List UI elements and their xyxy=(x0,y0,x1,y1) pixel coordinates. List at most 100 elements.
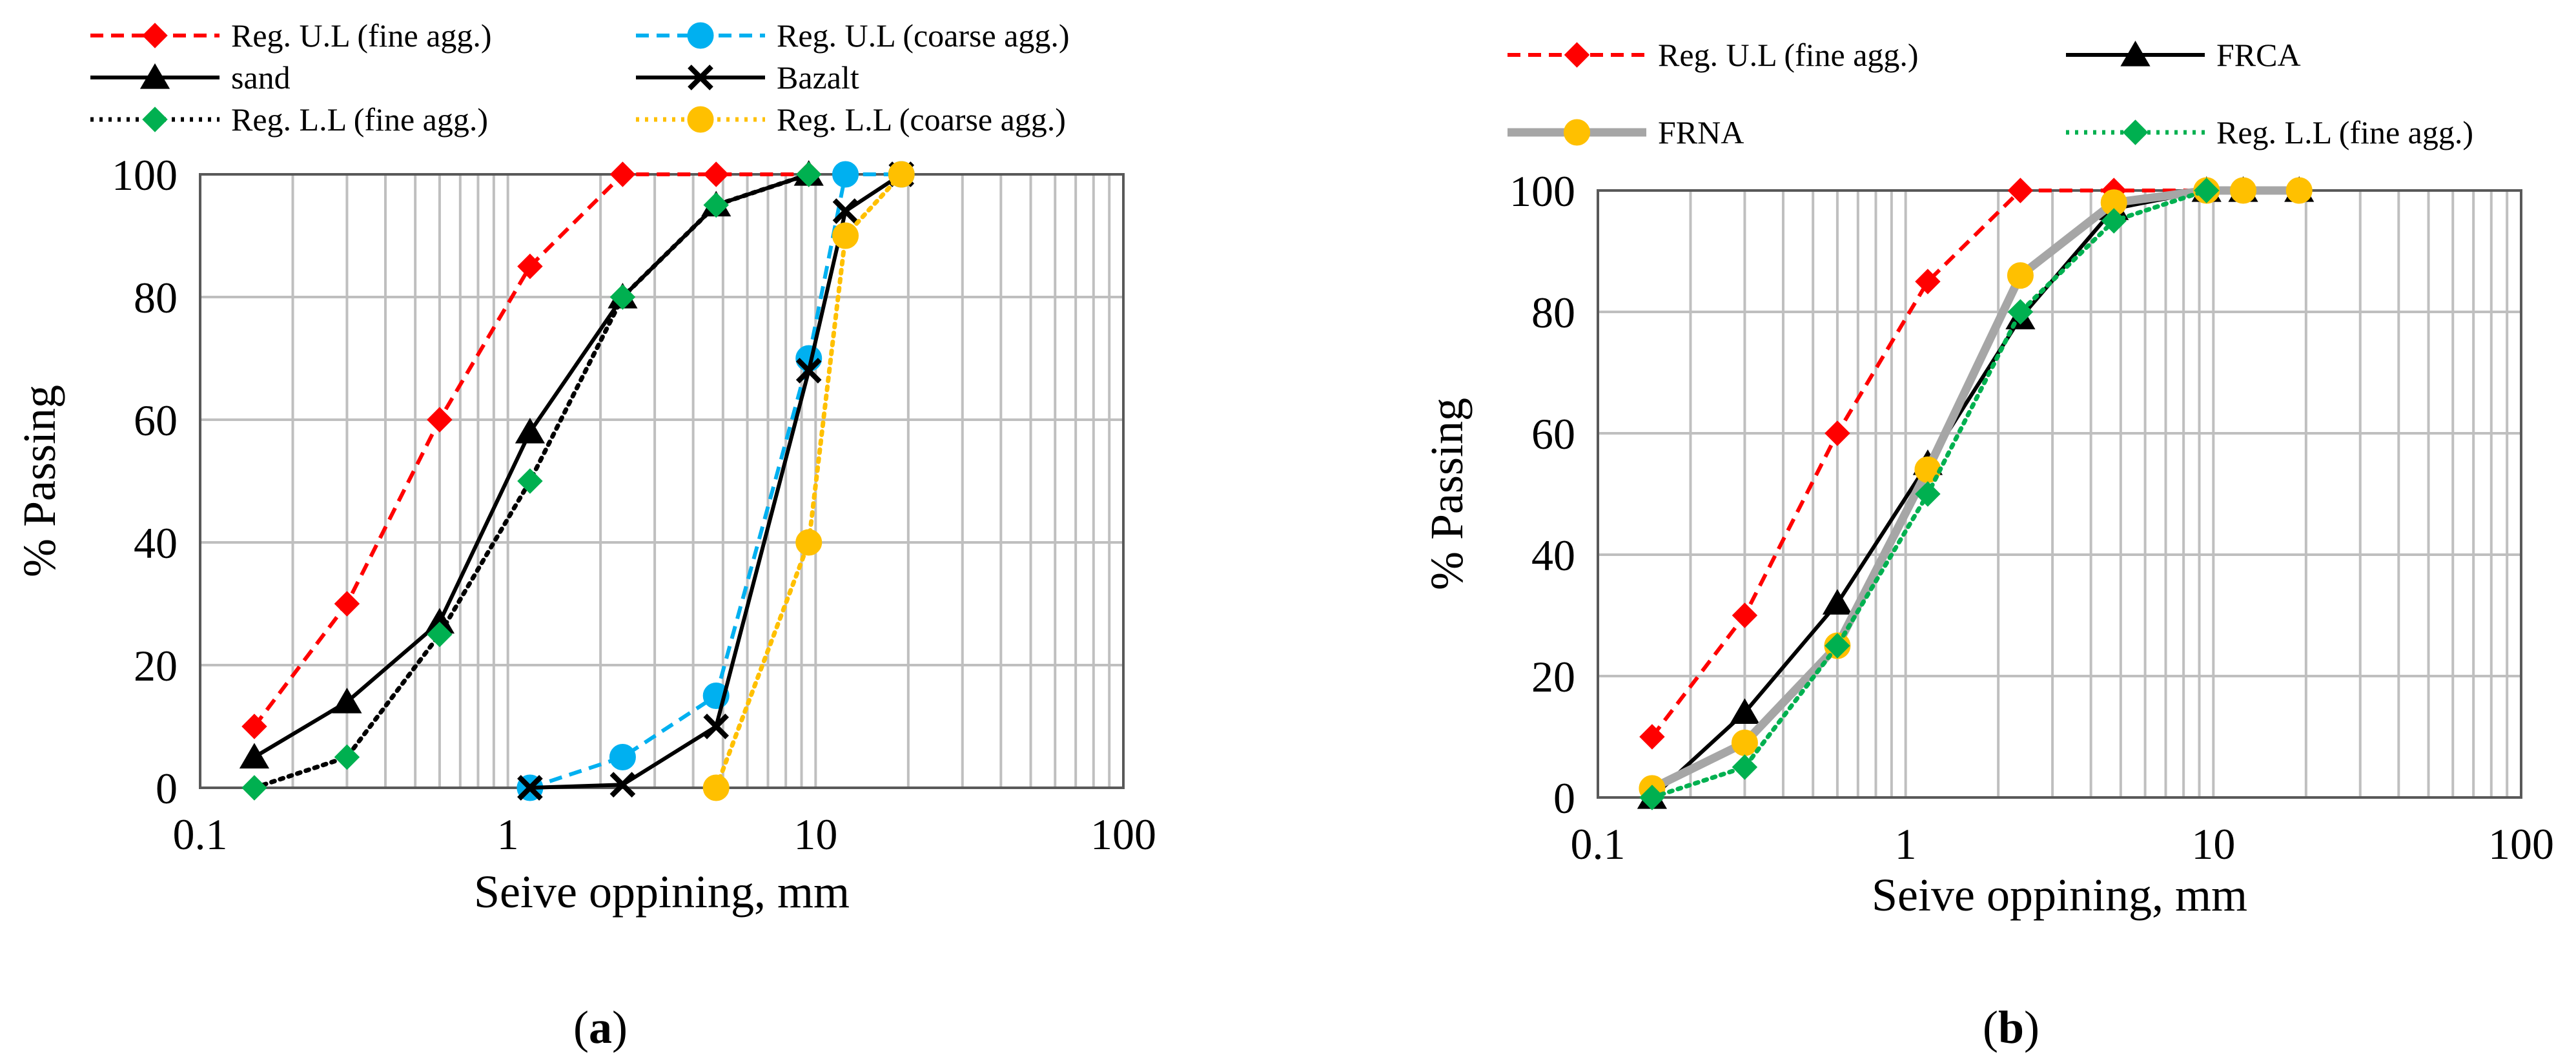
data-point xyxy=(517,468,543,494)
x-tick-label: 1 xyxy=(497,810,519,859)
panel-b-ylabel: % Passing xyxy=(1421,398,1473,590)
data-point xyxy=(427,621,453,648)
legend-marker xyxy=(142,107,168,132)
panel-a-gridlines xyxy=(200,174,1123,788)
data-point xyxy=(2101,208,2127,234)
panel-b-ticks: 0.1 1 10 100 0 20 40 60 80 100 xyxy=(1509,167,2554,869)
data-point xyxy=(517,253,543,280)
data-point xyxy=(832,222,859,249)
data-point xyxy=(703,192,729,218)
panel-a-legend: Reg. U.L (fine agg.) Reg. U.L (coarse agg… xyxy=(90,17,1070,138)
legend-label: FRCA xyxy=(2216,37,2301,73)
panel-a-ticks: 0.1 1 10 100 0 20 40 60 80 100 xyxy=(112,150,1156,859)
series-reg-l-l-coarse-agg xyxy=(702,161,915,801)
x-tick-label: 10 xyxy=(793,810,837,859)
legend-label: Reg. U.L (fine agg.) xyxy=(231,17,492,54)
data-point xyxy=(424,608,455,634)
series-reg-u-l-coarse-agg xyxy=(516,161,915,801)
x-tick-label: 0.1 xyxy=(1571,819,1626,869)
data-point xyxy=(1915,269,1941,294)
data-point xyxy=(1825,633,1850,659)
panel-a-series xyxy=(239,160,915,801)
x-tick-label: 100 xyxy=(2488,819,2554,869)
data-point xyxy=(609,284,636,310)
data-point xyxy=(609,161,636,187)
series-reg-l-l-fine-agg xyxy=(241,161,822,801)
data-point xyxy=(2007,299,2034,325)
y-tick-label: 80 xyxy=(134,273,178,322)
legend-label: Reg. L.L (fine agg.) xyxy=(231,101,488,138)
data-point xyxy=(241,714,267,739)
legend-entry: sand xyxy=(90,59,291,96)
data-point xyxy=(609,744,636,770)
legend-marker xyxy=(1564,119,1590,146)
x-tick-label: 0.1 xyxy=(173,810,228,859)
series-line xyxy=(1650,186,2300,792)
y-tick-label: 60 xyxy=(134,396,178,445)
data-point xyxy=(832,198,859,224)
data-point xyxy=(334,591,360,617)
data-point xyxy=(702,774,730,801)
data-point xyxy=(703,161,729,187)
data-point xyxy=(1732,754,1758,780)
y-tick-label: 20 xyxy=(134,641,178,690)
panel-b-gridlines xyxy=(1598,190,2521,797)
data-point xyxy=(1822,589,1853,615)
panel-b-plot-border xyxy=(1597,189,2522,799)
y-tick-label: 0 xyxy=(1553,774,1575,823)
data-point xyxy=(241,775,267,801)
panel-b-xlabel: Seive oppining, mm xyxy=(1872,869,2247,921)
data-point xyxy=(1730,698,1760,724)
data-point xyxy=(795,358,822,384)
data-point xyxy=(1731,729,1758,756)
data-point xyxy=(239,743,270,769)
panel-b-caption: (b) xyxy=(1983,1002,2039,1053)
y-tick-label: 80 xyxy=(1531,288,1575,337)
legend-label: sand xyxy=(231,59,291,96)
legend-marker xyxy=(687,106,714,133)
legend-marker xyxy=(2122,119,2149,145)
legend-entry: Reg. U.L (fine agg.) xyxy=(1508,37,1919,73)
data-point xyxy=(1639,785,1665,810)
series-sand xyxy=(239,160,824,769)
data-point xyxy=(427,407,453,433)
legend-entry: Reg. L.L (fine agg.) xyxy=(90,101,488,138)
legend-entry: Bazalt xyxy=(636,59,859,96)
data-point xyxy=(1915,481,1941,507)
x-tick-label: 10 xyxy=(2191,819,2235,869)
data-point xyxy=(2194,178,2220,203)
data-point xyxy=(2230,177,2257,204)
legend-marker xyxy=(139,63,170,89)
legend-entry: Reg. L.L (fine agg.) xyxy=(2066,114,2473,150)
y-tick-label: 100 xyxy=(1509,167,1575,216)
panel-a-ylabel: % Passing xyxy=(14,385,65,577)
panel-b: 0.1 1 10 100 0 20 40 60 80 100 % Passing Seive op… xyxy=(1421,37,2554,1053)
data-point xyxy=(517,775,543,801)
panel-a-caption: (a) xyxy=(573,1002,628,1053)
y-tick-label: 100 xyxy=(112,150,178,200)
legend-marker xyxy=(687,22,714,49)
legend-entry: Reg. U.L (coarse agg.) xyxy=(636,17,1070,54)
panel-b-legend: Reg. U.L (fine agg.) FRCA FRNA Reg. L.L (fi… xyxy=(1508,37,2473,150)
data-point xyxy=(334,744,360,770)
panel-b-series xyxy=(1637,176,2315,810)
legend-entry: FRNA xyxy=(1508,114,1744,150)
y-tick-label: 60 xyxy=(1531,409,1575,458)
y-tick-label: 40 xyxy=(1531,531,1575,580)
x-tick-label: 1 xyxy=(1895,819,1917,869)
panel-b-caption-letter: b xyxy=(1998,1002,2024,1053)
legend-label: Reg. U.L (fine agg.) xyxy=(1658,37,1919,73)
legend-entry: Reg. U.L (fine agg.) xyxy=(90,17,492,54)
data-point xyxy=(2007,178,2034,203)
legend-marker xyxy=(2120,41,2151,67)
y-tick-label: 0 xyxy=(156,764,178,813)
legend-marker xyxy=(1564,42,1590,68)
data-point xyxy=(1639,724,1665,750)
x-tick-label: 100 xyxy=(1090,810,1156,859)
legend-label: Reg. U.L (coarse agg.) xyxy=(777,17,1070,54)
panel-a-plot-border xyxy=(199,173,1125,789)
data-point xyxy=(796,161,822,187)
legend-label: FRNA xyxy=(1658,114,1744,150)
legend-marker xyxy=(142,23,168,48)
